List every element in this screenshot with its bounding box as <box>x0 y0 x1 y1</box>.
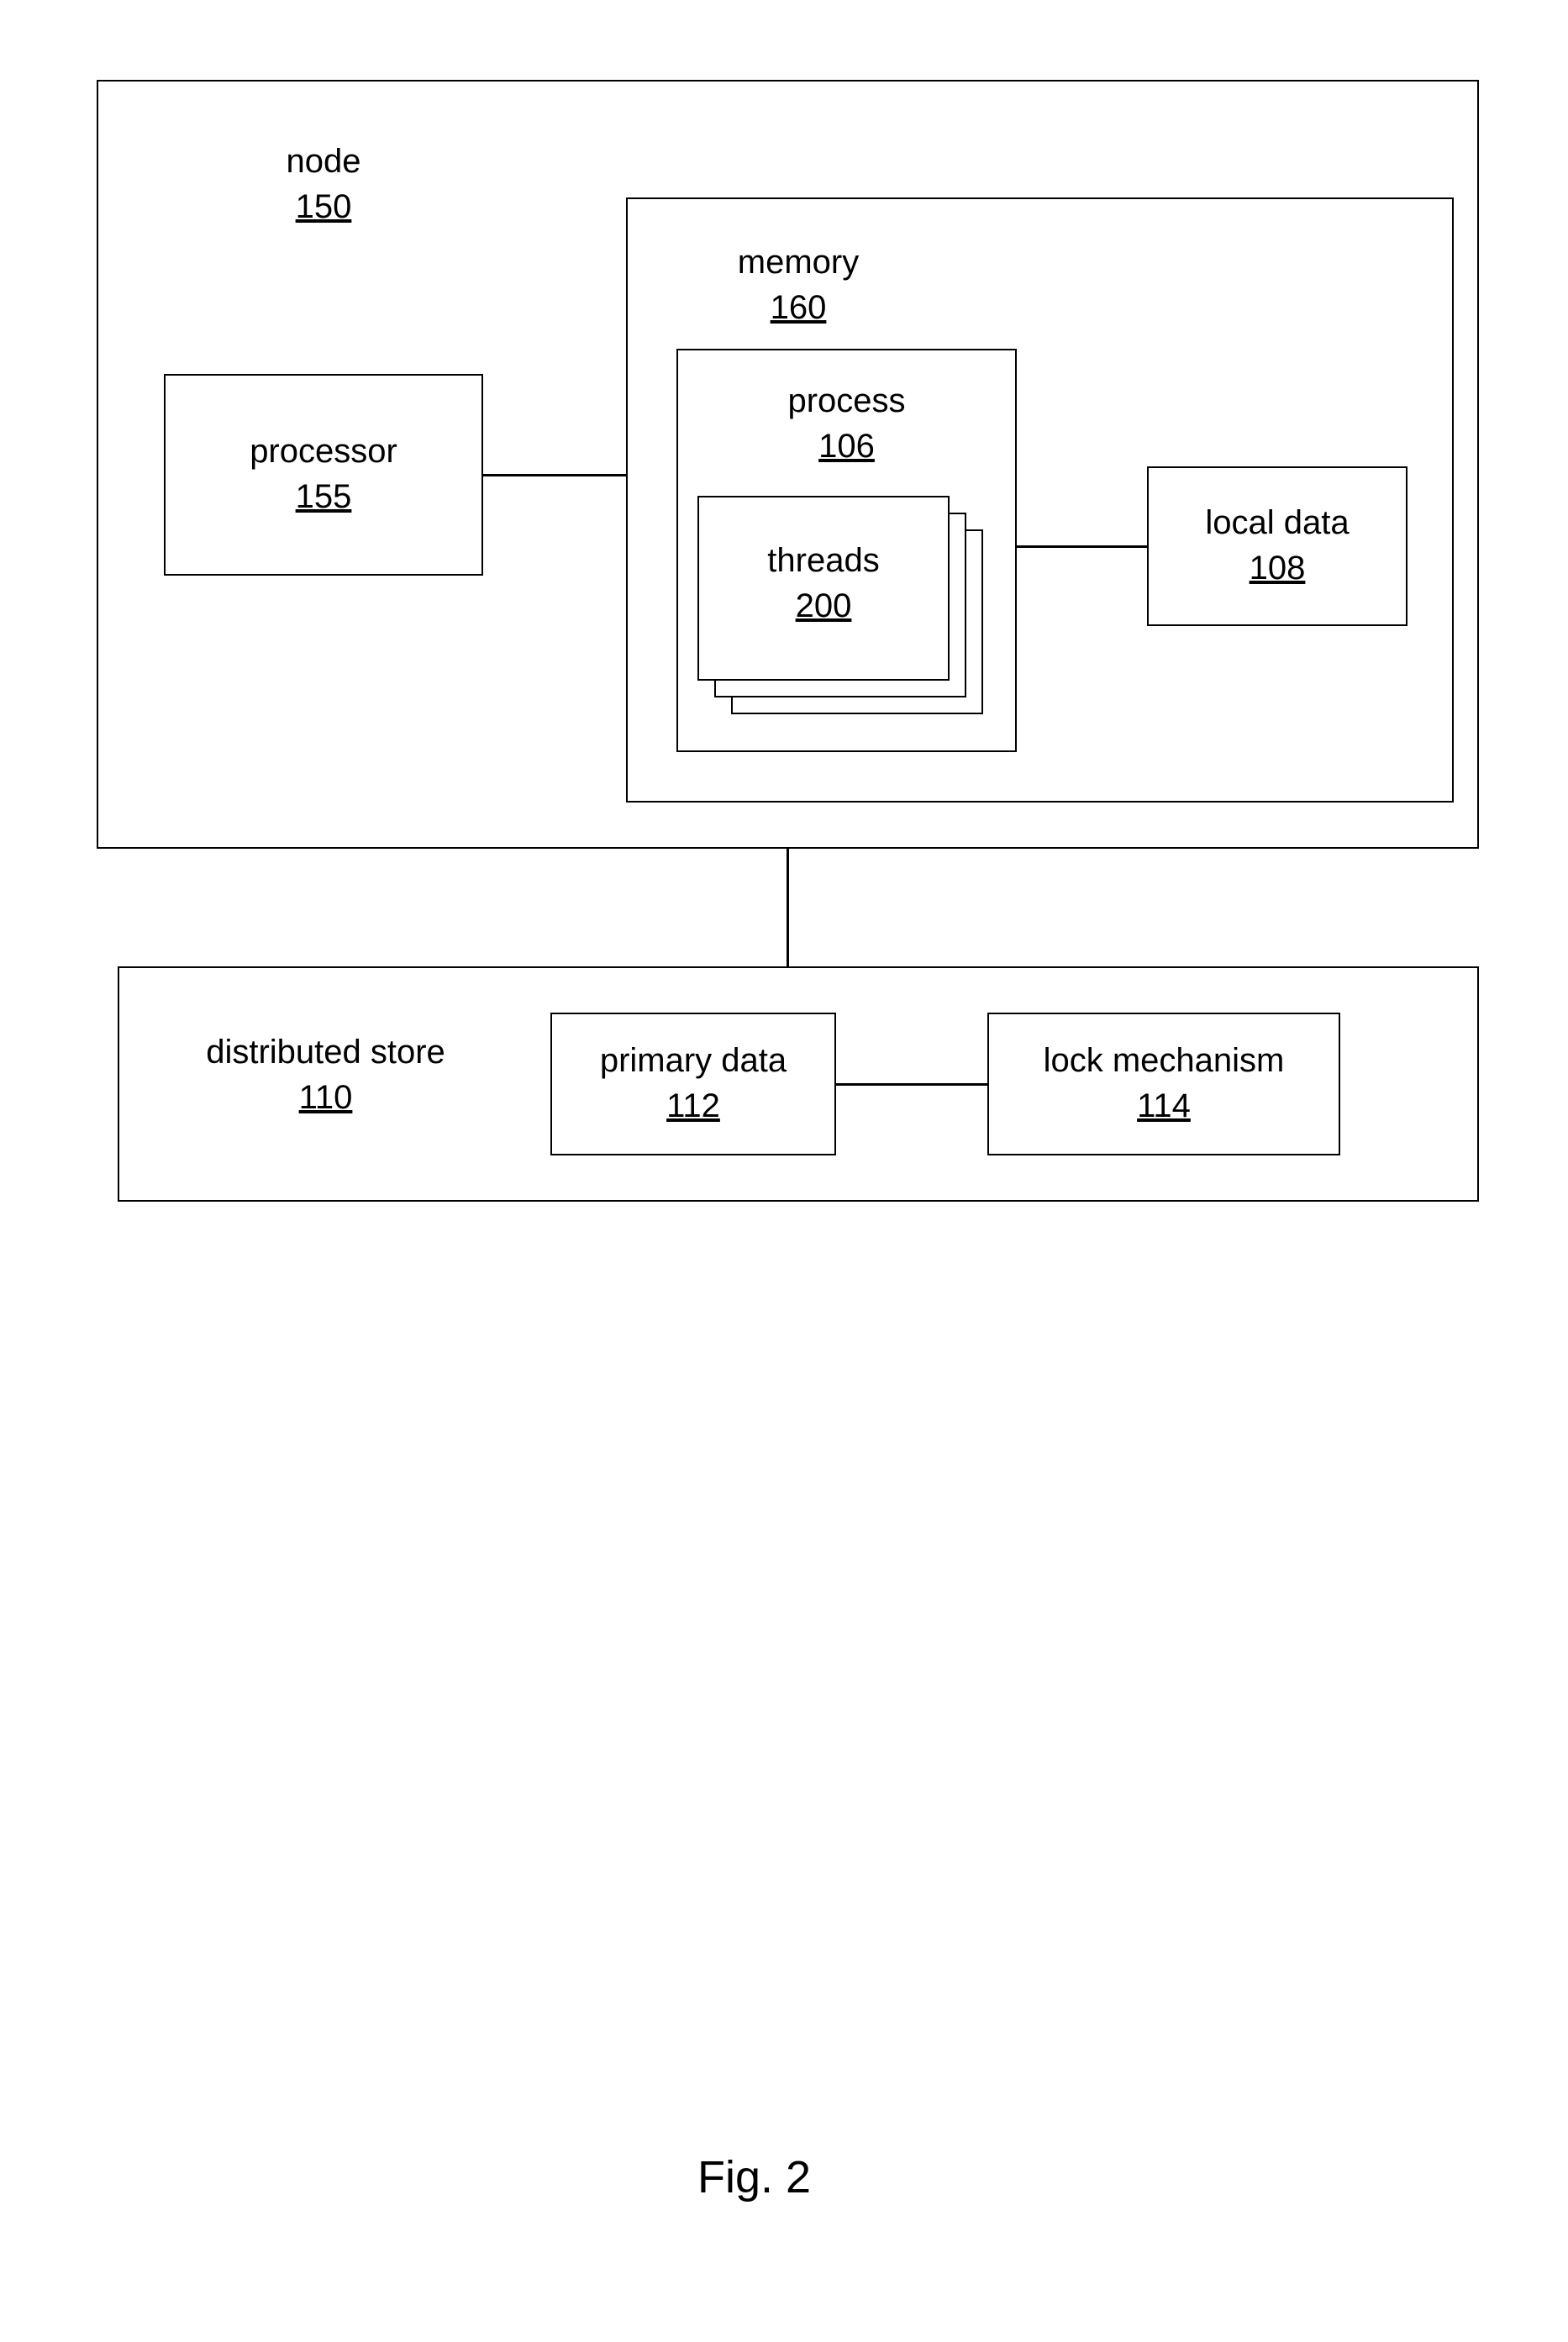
process-ref: 106 <box>818 428 875 465</box>
line-primary-lock <box>836 1083 987 1086</box>
lock-mechanism-ref: 114 <box>1137 1087 1191 1124</box>
threads-label-text: threads <box>767 542 879 579</box>
memory-label-text: memory <box>738 244 859 281</box>
local-data-ref: 108 <box>1250 550 1306 587</box>
distributed-store-label-text: distributed store <box>206 1034 445 1071</box>
primary-data-label: primary data 112 <box>550 1038 836 1129</box>
primary-data-ref: 112 <box>666 1087 720 1124</box>
local-data-label: local data 108 <box>1147 500 1408 591</box>
process-label: process 106 <box>676 378 1017 469</box>
line-node-store <box>787 849 789 966</box>
distributed-store-label: distributed store 110 <box>160 1029 492 1120</box>
node-label-text: node <box>287 143 361 180</box>
processor-label-text: processor <box>250 433 397 470</box>
local-data-label-text: local data <box>1205 504 1349 541</box>
node-label: node 150 <box>231 139 416 229</box>
memory-ref: 160 <box>771 289 827 326</box>
processor-ref: 155 <box>296 478 352 515</box>
line-processor-memory <box>483 474 626 476</box>
lock-mechanism-label: lock mechanism 114 <box>987 1038 1340 1129</box>
threads-label: threads 200 <box>697 538 950 629</box>
line-process-localdata <box>1017 545 1147 548</box>
lock-mechanism-label-text: lock mechanism <box>1044 1042 1285 1079</box>
threads-ref: 200 <box>796 587 852 624</box>
processor-label: processor 155 <box>164 429 483 519</box>
process-label-text: process <box>787 382 905 419</box>
memory-label: memory 160 <box>672 239 924 330</box>
figure-caption: Fig. 2 <box>697 2151 811 2203</box>
distributed-store-ref: 110 <box>299 1079 353 1116</box>
primary-data-label-text: primary data <box>600 1042 787 1079</box>
node-ref: 150 <box>296 188 352 225</box>
